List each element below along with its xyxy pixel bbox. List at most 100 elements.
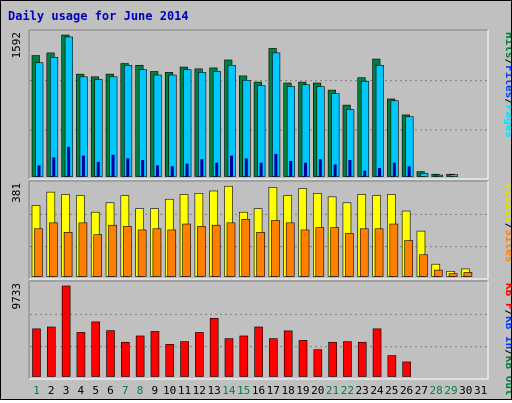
x-tick-label: 6 <box>107 384 114 397</box>
bar-kb-f <box>357 341 367 377</box>
bar-kb-f <box>121 341 130 377</box>
legend-entry: / <box>503 310 511 317</box>
bar-files <box>331 93 340 177</box>
bar-sites <box>152 228 162 277</box>
bar-pages <box>215 162 219 177</box>
legend-entry: Files <box>503 65 511 98</box>
x-tick-label: 8 <box>137 384 144 397</box>
bar-sites <box>63 231 73 277</box>
x-tick-label: 12 <box>193 384 206 397</box>
bar-sites <box>463 272 473 277</box>
y-max-label: 9733 <box>10 283 23 310</box>
bar-pages <box>274 153 278 177</box>
bar-sites <box>78 222 88 277</box>
bar-kb-f <box>76 332 86 377</box>
bar-sites <box>137 229 147 277</box>
bar-files <box>35 62 44 177</box>
x-tick-label: 3 <box>63 384 70 397</box>
legend-entry: / <box>503 223 511 230</box>
x-tick-label: 9 <box>152 384 159 397</box>
bar-pages <box>141 160 145 177</box>
bar-files <box>434 174 444 177</box>
x-tick-label: 21 <box>326 384 339 397</box>
bar-kb-f <box>135 335 145 377</box>
legend-entry: / <box>503 59 511 66</box>
bar-sites <box>300 229 310 277</box>
x-tick-label: 4 <box>78 384 85 397</box>
bar-kb-f <box>165 343 175 377</box>
x-tick-label: 29 <box>444 384 457 397</box>
bar-sites <box>374 228 384 277</box>
x-tick-label: 7 <box>122 384 129 397</box>
legend-entry: Hits <box>503 32 511 59</box>
bar-files <box>168 74 177 177</box>
legend-entry: KB In <box>503 316 511 349</box>
bar-sites <box>285 222 295 277</box>
legend-entry: Pages <box>503 105 511 138</box>
x-tick-label: 25 <box>385 384 398 397</box>
bar-kb-f <box>209 317 219 377</box>
bar-sites <box>34 228 43 277</box>
bar-sites <box>359 228 369 277</box>
bar-kb-f <box>180 341 189 377</box>
bar-pages <box>304 162 308 177</box>
bar-sites <box>182 223 191 277</box>
x-tick-label: 23 <box>356 384 369 397</box>
bar-files <box>420 173 429 177</box>
legend-entry: Visits <box>503 183 511 223</box>
chart-panels: 1592Hits/Files/Pages381Visits/Sites9733K… <box>10 29 512 396</box>
bar-sites <box>167 229 177 277</box>
bar-sites <box>404 240 413 277</box>
x-tick-label: 19 <box>296 384 309 397</box>
x-tick-label: 1 <box>33 384 40 397</box>
bar-kb-f <box>47 326 56 377</box>
legend-entry: KB Out <box>503 356 511 396</box>
bar-pages <box>52 157 56 177</box>
bar-sites <box>226 222 236 277</box>
bar-kb-f <box>91 321 101 377</box>
bar-kb-f <box>224 338 234 377</box>
x-tick-label: 11 <box>178 384 191 397</box>
y-max-label: 1592 <box>10 32 23 59</box>
panel-legend: Hits/Files/Pages <box>503 32 511 138</box>
bar-pages <box>67 146 71 177</box>
x-tick-label: 10 <box>163 384 176 397</box>
bar-pages <box>348 160 352 177</box>
bar-kb-f <box>239 335 249 377</box>
bar-sites <box>419 254 428 277</box>
bar-pages <box>407 166 411 177</box>
bar-sites <box>49 222 58 277</box>
bar-kb-f <box>269 338 278 377</box>
bar-files <box>153 74 162 177</box>
bar-kb-f <box>106 330 115 377</box>
x-axis-day-labels: 1 2 3 4 5 6 7 8 9 10 11 12 13 14 15 16 17 18 19 20 21 22 23 24 2… <box>33 384 487 397</box>
bar-pages <box>333 164 337 177</box>
bar-pages <box>244 158 248 177</box>
bar-pages <box>185 163 189 177</box>
bar-kb-f <box>298 340 308 377</box>
bar-kb-f <box>283 330 293 377</box>
bar-files <box>212 71 221 177</box>
bar-sites <box>256 231 265 277</box>
x-tick-label: 24 <box>370 384 384 397</box>
x-tick-label: 20 <box>311 384 324 397</box>
bar-kb-f <box>150 331 160 377</box>
bar-kb-f <box>343 341 352 377</box>
x-tick-label: 15 <box>237 384 250 397</box>
legend-entry: Sites <box>503 229 511 262</box>
bar-kb-f <box>328 341 337 377</box>
bar-pages <box>170 166 174 177</box>
bar-pages <box>289 160 293 177</box>
bar-files <box>183 69 192 177</box>
bar-kb-f <box>313 349 323 377</box>
bar-sites <box>389 223 399 277</box>
x-tick-label: 31 <box>474 384 487 397</box>
bar-sites <box>448 273 458 277</box>
x-tick-label: 2 <box>48 384 55 397</box>
legend-entry: KB F <box>503 283 511 310</box>
bar-pages <box>259 162 263 177</box>
x-tick-label: 16 <box>252 384 265 397</box>
